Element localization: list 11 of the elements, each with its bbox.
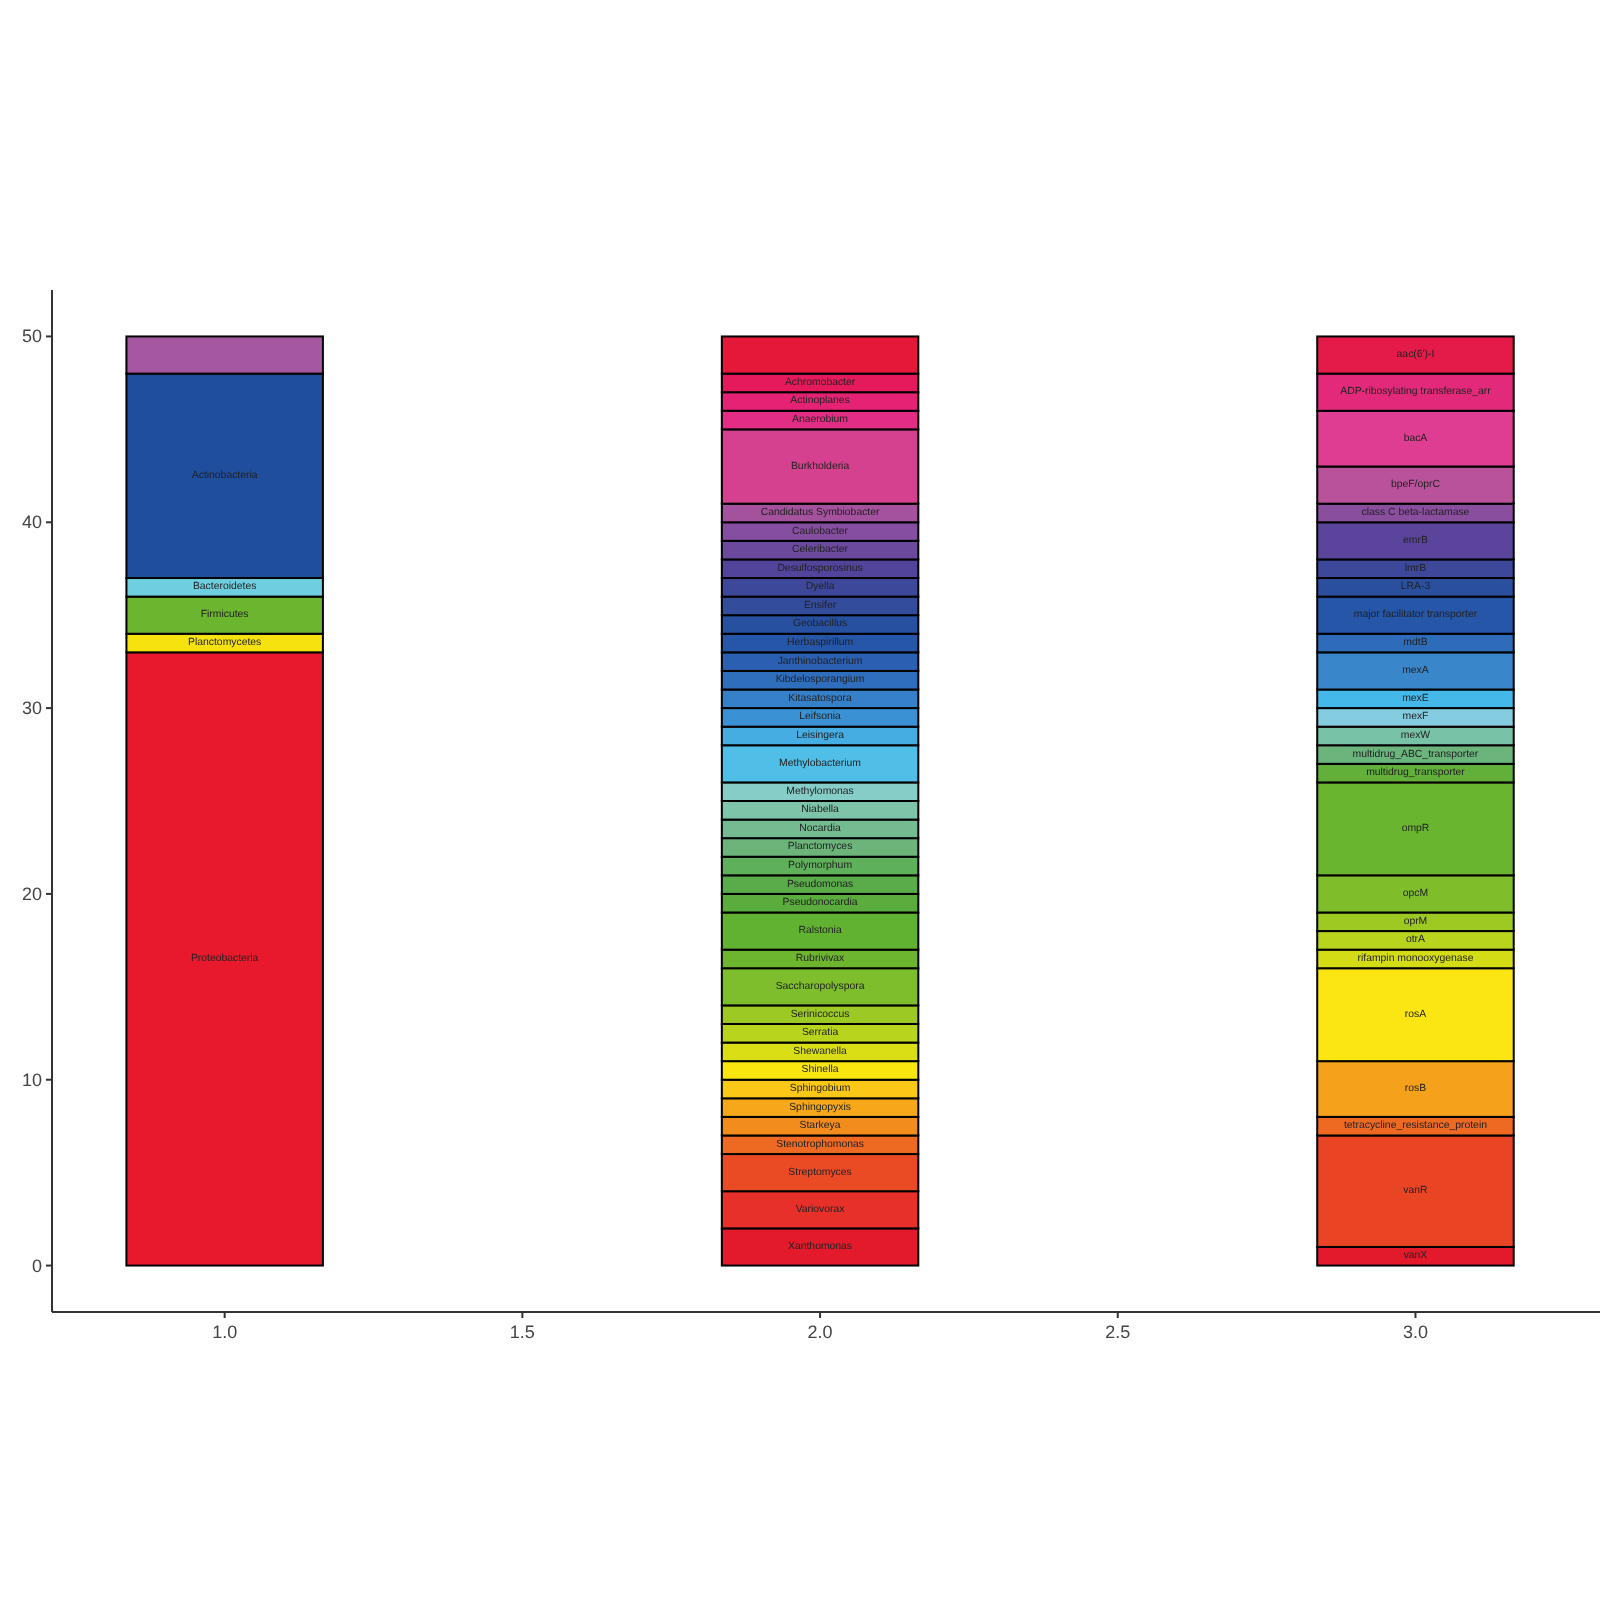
x-tick-label: 1.0: [212, 1322, 238, 1342]
y-tick-label: 40: [21, 512, 42, 533]
y-tick-label: 0: [31, 1255, 42, 1276]
x-tick-label: 2.0: [807, 1322, 833, 1342]
y-tick-label: 20: [21, 883, 42, 904]
x-tick-label: 3.0: [1402, 1322, 1428, 1342]
y-tick-label: 30: [21, 698, 42, 719]
y-tick-label: 10: [21, 1069, 42, 1090]
x-tick-label: 2.5: [1105, 1322, 1131, 1342]
x-tick-label: 1.5: [509, 1322, 535, 1342]
y-tick-label: 50: [21, 326, 42, 347]
